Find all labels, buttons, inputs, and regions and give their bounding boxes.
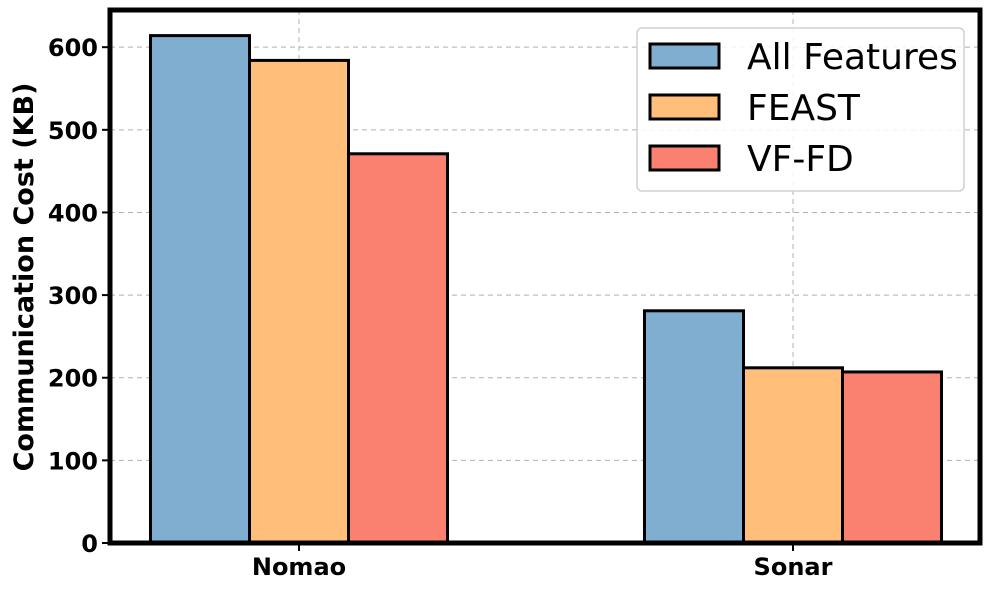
- y-axis-title: Communication Cost (KB): [9, 83, 40, 472]
- x-axis-ticks: Nomao Sonar: [252, 543, 833, 581]
- x-tick-label: Nomao: [252, 553, 346, 581]
- legend-swatch: [648, 42, 721, 70]
- bar: [248, 58, 350, 545]
- bar: [742, 366, 844, 545]
- y-tick-label: 0: [81, 530, 98, 558]
- legend-swatch: [648, 93, 721, 121]
- legend-label: VF-FD: [747, 139, 854, 180]
- y-tick-label: 300: [48, 282, 98, 310]
- plot-frame: [107, 7, 983, 546]
- x-tick-label: Sonar: [754, 553, 833, 581]
- bar: [149, 34, 251, 545]
- legend-swatch: [648, 144, 721, 172]
- legend-label: All Features: [747, 37, 958, 78]
- y-tick-label: 500: [48, 117, 98, 145]
- legend: All Features FEAST VF-FD: [636, 27, 965, 192]
- y-axis-ticks: 0 100 200 300 400 500 600: [48, 34, 110, 558]
- y-tick-label: 400: [48, 199, 98, 227]
- bar: [347, 152, 449, 545]
- bar: [841, 370, 943, 545]
- y-tick-label: 100: [48, 447, 98, 475]
- y-tick-label: 600: [48, 34, 98, 62]
- bar: [643, 309, 745, 545]
- bars: [149, 34, 943, 545]
- legend-label: FEAST: [747, 88, 861, 129]
- y-tick-label: 200: [48, 365, 98, 393]
